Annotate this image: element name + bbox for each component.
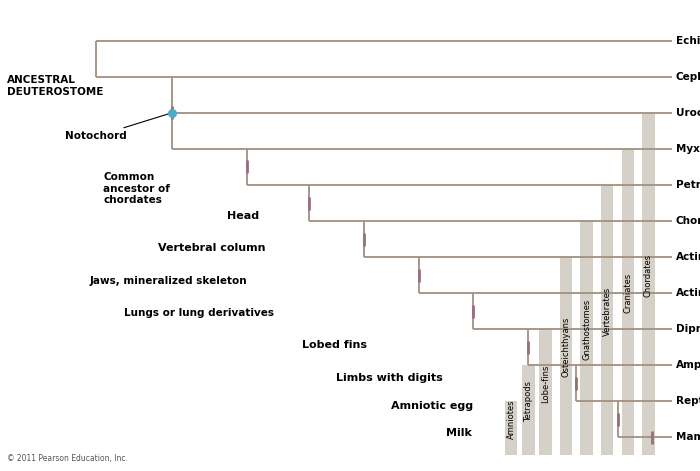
Text: Cephalochordata: Cephalochordata [676, 72, 700, 82]
Text: Amniotes: Amniotes [507, 399, 516, 439]
Text: © 2011 Pearson Education, Inc.: © 2011 Pearson Education, Inc. [7, 455, 128, 463]
Text: Amniotic egg: Amniotic egg [391, 401, 473, 411]
Text: Vertebral column: Vertebral column [158, 243, 265, 253]
Text: Chordates: Chordates [644, 253, 653, 297]
Text: Reptilia: Reptilia [676, 397, 700, 406]
Text: Craniates: Craniates [623, 273, 632, 313]
Text: Jaws, mineralized skeleton: Jaws, mineralized skeleton [90, 276, 247, 285]
Text: Limbs with digits: Limbs with digits [336, 373, 443, 383]
Text: Lobe-fins: Lobe-fins [541, 364, 550, 403]
Bar [539, 329, 552, 455]
Text: Milk: Milk [446, 428, 472, 438]
Text: Amphibia: Amphibia [676, 360, 700, 370]
Bar [622, 149, 634, 455]
Bar [580, 221, 593, 455]
Bar [522, 365, 535, 455]
Text: Osteichthyans: Osteichthyans [561, 317, 570, 377]
Bar [642, 113, 654, 455]
Text: Myxini: Myxini [676, 144, 700, 154]
Text: Actinistia: Actinistia [676, 288, 700, 298]
Text: Head: Head [227, 211, 258, 221]
Text: Lobed fins: Lobed fins [302, 341, 367, 350]
Text: Actinopterygii: Actinopterygii [676, 252, 700, 262]
Text: Chondrichthyes: Chondrichthyes [676, 216, 700, 226]
Text: Mammalia: Mammalia [676, 432, 700, 442]
Text: Notochord: Notochord [65, 114, 169, 141]
Text: Urochordata: Urochordata [676, 108, 700, 118]
Text: Common
ancestor of
chordates: Common ancestor of chordates [103, 172, 170, 205]
Text: Gnathostomes: Gnathostomes [582, 299, 592, 360]
Text: Lungs or lung derivatives: Lungs or lung derivatives [124, 308, 274, 318]
Text: Petromyzontida: Petromyzontida [676, 180, 700, 190]
Text: Echinodermata: Echinodermata [676, 36, 700, 46]
Text: Vertebrates: Vertebrates [603, 286, 612, 336]
Bar [601, 185, 613, 455]
Bar [560, 257, 573, 455]
Bar [505, 401, 517, 455]
Text: Tetrapods: Tetrapods [524, 381, 533, 422]
Text: ANCESTRAL
DEUTEROSTOME: ANCESTRAL DEUTEROSTOME [7, 74, 104, 97]
Text: Dipnoi: Dipnoi [676, 324, 700, 334]
